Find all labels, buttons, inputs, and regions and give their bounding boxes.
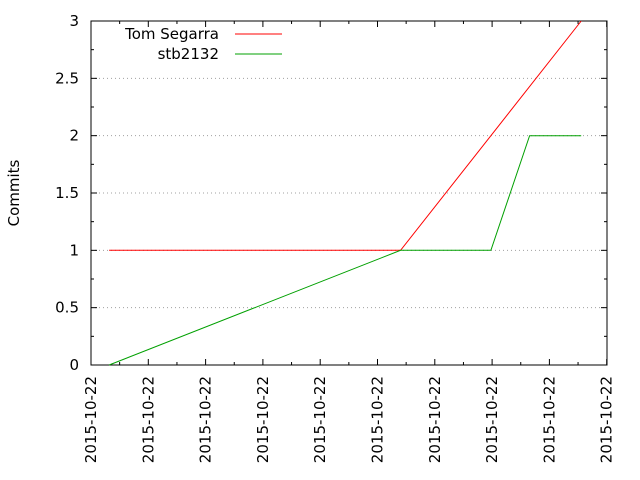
y-tick-label: 0.5 [55,299,79,317]
series-line-1 [109,20,582,251]
y-tick-label: 1.5 [55,184,79,202]
x-tick-label: 2015-10-22 [197,376,215,463]
y-tick-label: 1 [69,241,79,259]
x-tick-label: 2015-10-22 [426,376,444,463]
y-axis: 0 0.5 1 1.5 2 2.5 3 [55,12,607,374]
y-tick-label: 0 [69,356,79,374]
grid-layer [91,77,607,309]
x-tick-label: 2015-10-22 [311,376,329,463]
legend-label: Tom Segarra [124,25,219,43]
legend-label: stb2132 [158,45,219,63]
x-tick-label: 2015-10-22 [369,376,387,463]
x-tick-label: 2015-10-22 [82,376,100,463]
plot-border [90,20,608,366]
series-layer [108,20,582,366]
x-tick-label: 2015-10-22 [254,376,272,463]
y-tick-label: 2 [69,127,79,145]
plot-frame [90,20,608,366]
y-axis-label: Commits [5,159,23,226]
x-tick-label: 2015-10-22 [139,376,157,463]
series-line-2 [108,135,582,366]
x-tick-label: 2015-10-22 [598,376,616,463]
x-tick-label: 2015-10-22 [483,376,501,463]
x-tick-label: 2015-10-22 [540,376,558,463]
x-axis: 2015-10-22 2015-10-22 2015-10-22 2015-10-22… [82,21,616,463]
y-tick-label: 2.5 [55,69,79,87]
y-tick-label: 3 [69,12,79,30]
legend: Tom Segarra stb2132 [124,25,282,63]
